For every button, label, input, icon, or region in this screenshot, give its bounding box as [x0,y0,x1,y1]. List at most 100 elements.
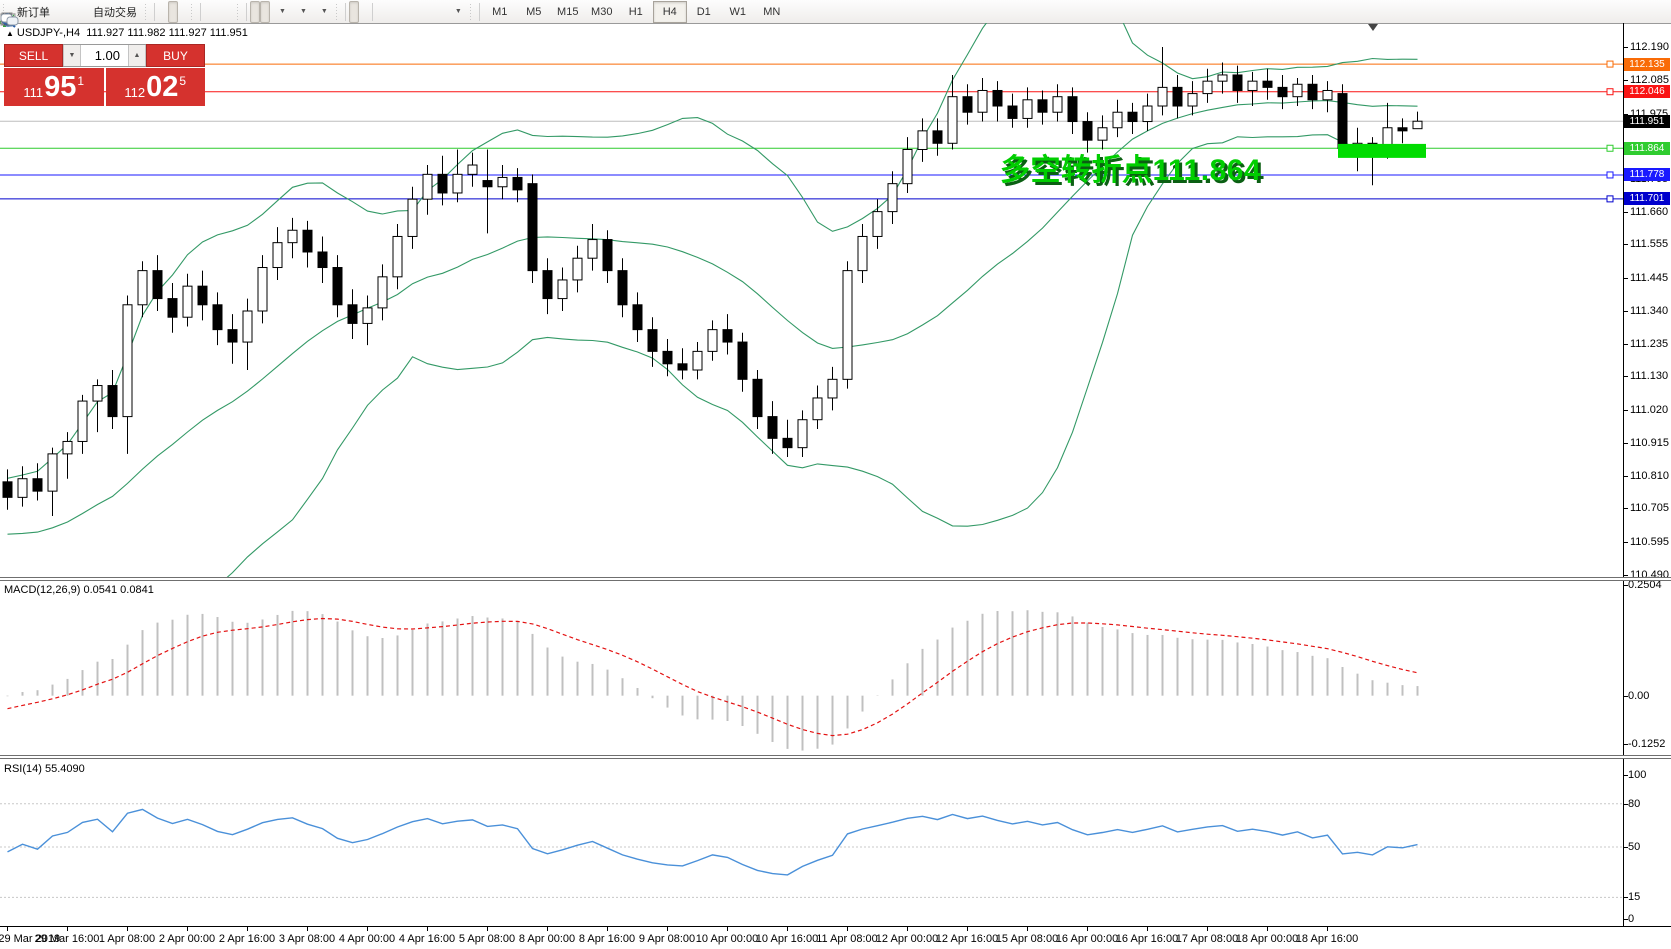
level-line-anchor[interactable] [1606,195,1614,203]
toolbar-separator [200,2,201,21]
line-chart-button[interactable] [1,1,188,25]
autotrading-button[interactable]: 自动交易 [2,1,142,26]
time-tick [7,927,8,931]
timeframe-button-M5[interactable]: M5 [526,5,542,18]
symbol-name: USDJPY-,H4 [16,27,81,39]
sell-price-big: 95 [44,70,77,103]
zoom-in-button[interactable] [1,1,214,27]
chart-annotation-text[interactable]: 多空转折点111.864 [1000,154,1262,187]
candle-bullish [1052,96,1063,113]
toolbar-grip[interactable] [144,3,149,20]
horizontal-line-button[interactable] [1,1,396,23]
candle-bearish [1082,121,1093,141]
candle-bullish [917,130,928,150]
time-axis[interactable]: 29 Mar 2019 29 Mar 16:00 1 Apr 08:00 2 Apr … [0,926,1671,949]
candle-bullish [62,440,73,455]
sell-button[interactable]: SELL [4,44,63,67]
pane-separator[interactable] [0,577,1671,581]
profiles-button[interactable] [0,1,65,25]
time-label: 10 Apr 16:00 [755,933,819,945]
collapse-panel-icon[interactable]: ▲ [6,29,14,38]
bollinger-upper-band[interactable] [7,23,1418,479]
toolbar-grip[interactable] [2,3,7,20]
toolbar-grip[interactable] [468,3,474,20]
price-tick-label: 112.085 [1630,73,1669,86]
level-line-anchor[interactable] [1606,144,1614,152]
toolbar-grip[interactable] [190,3,195,20]
zoom-out-button[interactable] [1,1,224,27]
indicators-button[interactable]: ▼ [0,1,291,27]
candle-bearish [212,304,223,331]
time-label: 16 Apr 00:00 [1055,933,1119,945]
candle-bearish [347,304,358,324]
fibonacci-button[interactable]: F [1,1,426,26]
vertical-line-button[interactable] [5,1,386,25]
tile-windows-button[interactable] [1,1,234,25]
timeframe-button-M30[interactable]: M30 [591,5,613,18]
chart-shift-button[interactable] [1,0,270,25]
arrows-button[interactable]: ▼ [2,1,467,24]
candle-bearish [1127,111,1138,123]
timeframe-button-D1[interactable]: D1 [696,5,711,18]
level-line-anchor[interactable] [1606,60,1614,68]
timeframe-button-MN[interactable]: MN [763,5,781,18]
autoscroll-button[interactable] [1,0,260,25]
text-button[interactable]: A [2,1,436,26]
candle-bullish [1142,105,1153,123]
templates-button[interactable]: ▼ [0,1,333,25]
trendline-button[interactable] [1,1,406,24]
buy-price-big: 02 [146,70,179,103]
dropdown-caret-icon: ▼ [299,8,307,15]
timeframe-button-H1[interactable]: H1 [628,5,643,18]
price-tick [1624,376,1628,378]
pane-separator[interactable] [0,755,1671,759]
data-window-button[interactable] [1,1,75,26]
macd-pane[interactable] [0,581,1623,755]
highlight-rectangle[interactable] [1338,143,1426,158]
rsi-pane[interactable] [0,759,1623,926]
candlestick-chart-button[interactable] [1,0,178,25]
candle-bearish [302,229,313,253]
volume-decrease-button[interactable]: ▼ [63,45,81,66]
bollinger-lower-band[interactable] [8,134,1418,577]
buy-price-button[interactable]: 112 02 5 [105,68,205,106]
buy-price-prefix: 112 [124,84,146,100]
volume-input[interactable]: 1.00 [94,48,120,63]
timeframe-button-M15[interactable]: M15 [557,5,579,18]
candle-bullish [1097,127,1108,141]
candle-bullish [1217,74,1228,82]
bollinger-middle-band[interactable] [7,100,1418,535]
time-tick [607,927,608,931]
price-tick [1624,211,1628,213]
price-badge-111.951: 111.951 [1624,114,1670,128]
symbol-info-bar[interactable]: ▲ USDJPY-,H4 111.927 111.982 111.927 111.… [6,27,248,39]
macd-label: MACD(12,26,9) 0.0541 0.0841 [4,584,154,596]
candle-bullish [1292,83,1303,98]
sell-price-button[interactable]: 111 95 1 [4,68,104,106]
text-label-button[interactable]: T [0,1,446,24]
time-label: 3 Apr 08:00 [278,933,336,945]
candle-bullish [362,307,373,324]
candle-bullish [422,173,433,200]
chart-shift-marker[interactable] [1368,24,1378,31]
time-label: 18 Apr 16:00 [1295,933,1359,945]
timeframe-button-H4[interactable]: H4 [652,0,687,23]
equidistant-channel-button[interactable]: E [0,1,416,26]
time-tick [307,927,308,931]
cursor-button[interactable] [3,0,359,25]
timeframe-button-M1[interactable]: M1 [492,5,508,18]
buy-button[interactable]: BUY [146,44,205,67]
timeframe-button-W1[interactable]: W1 [729,5,747,18]
signals-button[interactable] [1,1,85,24]
toolbar-grip[interactable] [236,3,241,20]
periods-button[interactable]: ▼ [1,1,312,27]
toolbar-grip[interactable] [334,3,340,20]
volume-increase-button[interactable]: ▲ [128,45,146,66]
bar-chart-button[interactable] [1,1,168,25]
time-tick [547,927,548,931]
main-chart[interactable] [0,23,1623,577]
level-line-anchor[interactable] [1606,171,1614,179]
candle-bullish [137,270,148,306]
level-line-anchor[interactable] [1606,88,1614,96]
crosshair-button[interactable] [1,1,369,25]
